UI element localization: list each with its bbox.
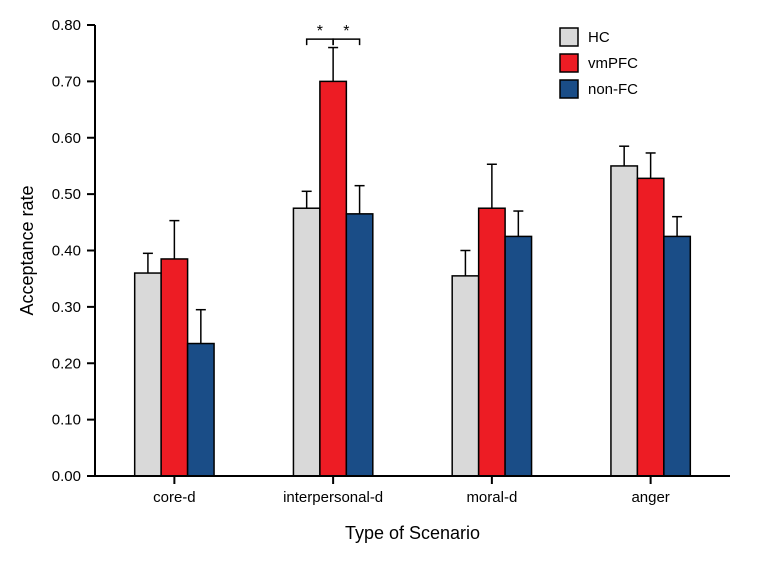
bar-chart: 0.00 0.10 0.20 0.30 0.40 0.50 0.60 0.70 0.80 core… [0, 0, 760, 561]
legend-label-HC: HC [588, 29, 610, 46]
y-tick-label: 0.00 [52, 468, 81, 485]
x-tick-label: core-d [153, 489, 196, 506]
sig-label: * [317, 23, 323, 40]
y-tick-label: 0.50 [52, 186, 81, 203]
y-tick-label: 0.40 [52, 243, 81, 260]
legend-label-non-FC: non-FC [588, 81, 638, 98]
y-tick-label: 0.60 [52, 130, 81, 147]
legend-swatch-HC [560, 28, 578, 46]
bar-vmPFC-interpersonal-d [320, 81, 346, 476]
y-axis-label: Acceptance rate [17, 185, 37, 315]
bar-HC-anger [611, 166, 637, 476]
x-axis-label: Type of Scenario [345, 523, 480, 543]
sig-label: * [343, 23, 349, 40]
bar-non-FC-moral-d [505, 236, 531, 476]
legend-swatch-vmPFC [560, 54, 578, 72]
bar-vmPFC-core-d [161, 259, 187, 476]
chart-svg: 0.00 0.10 0.20 0.30 0.40 0.50 0.60 0.70 0.80 core… [0, 0, 760, 561]
y-tick-label: 0.20 [52, 355, 81, 372]
x-tick-label: moral-d [466, 489, 517, 506]
bar-vmPFC-anger [637, 178, 663, 476]
bar-non-FC-interpersonal-d [346, 214, 372, 476]
bar-non-FC-anger [664, 236, 690, 476]
bar-non-FC-core-d [188, 344, 214, 476]
y-tick-label: 0.10 [52, 412, 81, 429]
bar-HC-core-d [135, 273, 161, 476]
legend-swatch-non-FC [560, 80, 578, 98]
x-tick-label: interpersonal-d [283, 489, 383, 506]
bar-HC-interpersonal-d [293, 208, 319, 476]
bar-vmPFC-moral-d [479, 208, 505, 476]
y-tick-label: 0.70 [52, 73, 81, 90]
bar-HC-moral-d [452, 276, 478, 476]
legend-label-vmPFC: vmPFC [588, 55, 638, 72]
x-tick-label: anger [631, 489, 669, 506]
y-tick-label: 0.30 [52, 299, 81, 316]
y-tick-label: 0.80 [52, 17, 81, 34]
